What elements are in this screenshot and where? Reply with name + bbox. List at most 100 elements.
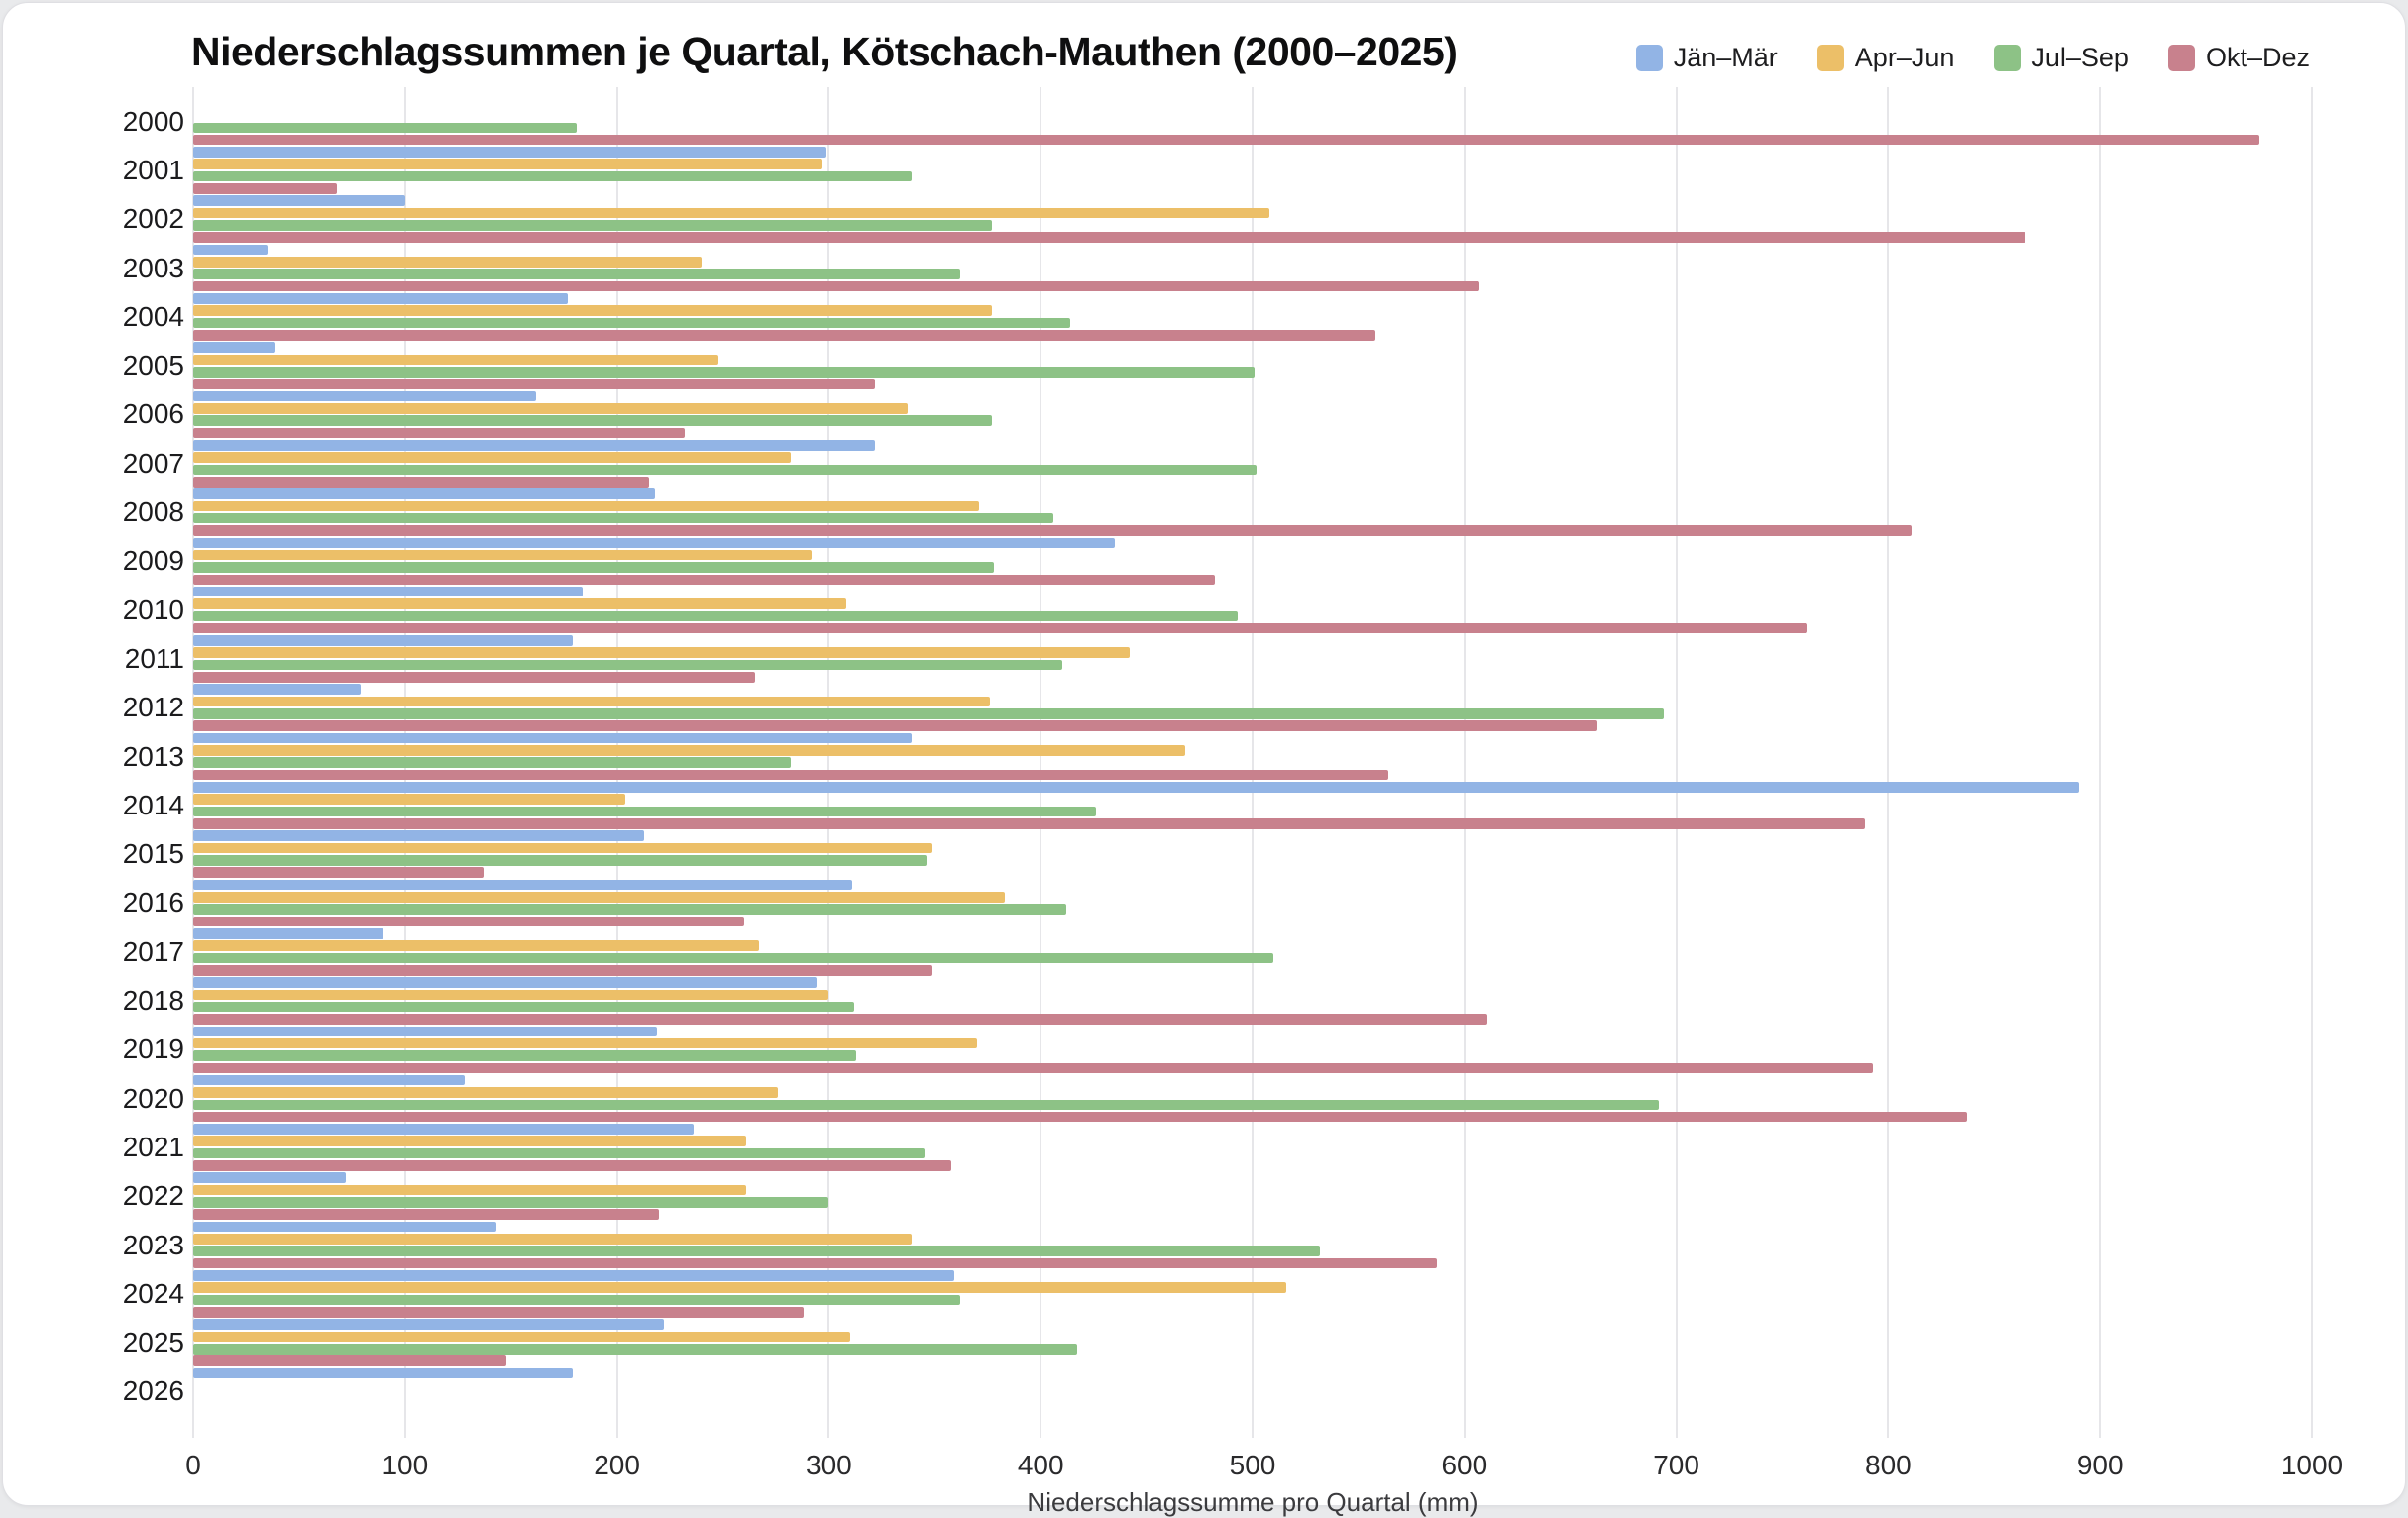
bar-group-2023	[193, 1221, 2312, 1269]
y-axis-label: 2020	[122, 1082, 184, 1114]
bar	[193, 244, 268, 256]
x-axis-tick: 0	[185, 1450, 201, 1480]
bar-group-2005	[193, 342, 2312, 390]
legend-item-apr-jun[interactable]: Apr–Jun	[1816, 43, 1955, 73]
bar	[193, 220, 993, 231]
bar-group-2018	[193, 976, 2312, 1025]
bar	[193, 1282, 1287, 1293]
legend-swatch	[2167, 45, 2195, 71]
bar	[193, 330, 1375, 341]
legend-swatch	[1635, 45, 1663, 71]
x-axis-tick: 800	[1865, 1450, 1912, 1480]
y-axis-label: 2018	[122, 985, 184, 1017]
bar	[193, 659, 1062, 671]
legend-item-okt-dez[interactable]: Okt–Dez	[2167, 43, 2310, 73]
y-axis-label: 2009	[122, 545, 184, 577]
bar	[193, 1124, 694, 1135]
y-axis-label: 2010	[122, 594, 184, 625]
legend-label: Apr–Jun	[1854, 43, 1955, 72]
legend-label: Okt–Dez	[2205, 43, 2310, 72]
bar	[193, 818, 1865, 829]
chart-title: Niederschlagssummen je Quartal, Kötschac…	[191, 29, 1458, 74]
bar-group-2014	[193, 781, 2312, 829]
bar	[193, 610, 1239, 622]
bar	[193, 305, 993, 316]
bar	[193, 1355, 507, 1366]
bar	[193, 402, 908, 414]
x-axis-tick: 500	[1229, 1450, 1276, 1480]
legend-item-jul-sep[interactable]: Jul–Sep	[1994, 43, 2129, 73]
bar-group-2006	[193, 390, 2312, 439]
y-axis-label: 2005	[122, 350, 184, 381]
y-axis-label: 2003	[122, 252, 184, 283]
bar	[193, 1014, 1488, 1025]
bar	[193, 1111, 1967, 1123]
bar	[193, 500, 980, 512]
y-axis-label: 2006	[122, 398, 184, 430]
bar	[193, 134, 2259, 146]
bar-group-2017	[193, 927, 2312, 976]
bar	[193, 488, 656, 499]
bar	[193, 379, 876, 389]
bar	[193, 269, 960, 279]
bar	[193, 1197, 829, 1208]
gridline	[1675, 87, 1678, 1438]
x-axis-tick: 400	[1017, 1450, 1064, 1480]
plot-area	[192, 87, 2313, 1438]
x-axis-tick: 700	[1653, 1450, 1699, 1480]
x-axis-tick: 300	[806, 1450, 852, 1480]
bar	[193, 427, 686, 439]
bar-group-2025	[193, 1319, 2312, 1367]
bar-group-2003	[193, 244, 2312, 292]
bar	[193, 390, 537, 402]
y-axis-label: 2024	[122, 1277, 184, 1309]
bar	[193, 708, 1664, 719]
bar	[193, 842, 933, 854]
bar	[193, 1319, 664, 1330]
bar	[193, 830, 645, 841]
bar-group-2002	[193, 195, 2312, 244]
bar	[193, 476, 649, 488]
bar	[193, 354, 719, 366]
y-axis-label: 2001	[122, 154, 184, 185]
y-axis-label: 2004	[122, 300, 184, 332]
bar-group-2008	[193, 488, 2312, 536]
bar	[193, 1001, 855, 1013]
bar-group-2012	[193, 684, 2312, 732]
y-axis-label: 2017	[122, 935, 184, 967]
bar	[193, 147, 827, 158]
bar	[193, 794, 626, 805]
bar	[193, 1257, 1437, 1269]
x-axis-tick: 100	[382, 1450, 429, 1480]
bar	[193, 170, 912, 182]
bar	[193, 1136, 747, 1147]
bar	[193, 317, 1071, 329]
bar	[193, 439, 876, 451]
bar	[193, 782, 2079, 793]
bar-group-2009	[193, 537, 2312, 586]
bar-group-2024	[193, 1269, 2312, 1318]
bar-group-2022	[193, 1172, 2312, 1221]
bar	[193, 195, 405, 207]
bar	[193, 1234, 912, 1245]
legend-item-j-n-m-r[interactable]: Jän–Mär	[1635, 43, 1778, 73]
bar-group-2007	[193, 439, 2312, 488]
legend: Jän–Mär Apr–Jun Jul–Sep Okt–Dez	[1635, 43, 2310, 73]
bar	[193, 1270, 954, 1281]
bar	[193, 525, 1912, 536]
bar-group-2011	[193, 634, 2312, 683]
gridline	[1463, 87, 1466, 1438]
bar	[193, 940, 759, 951]
bar	[193, 1246, 1321, 1256]
bar	[193, 672, 755, 683]
bar	[193, 1221, 496, 1233]
bar	[193, 732, 912, 744]
bar	[193, 891, 1005, 903]
bar	[193, 635, 573, 646]
bar	[193, 684, 361, 696]
y-axis-label: 2012	[122, 692, 184, 723]
bar	[193, 916, 744, 927]
bar	[193, 512, 1054, 524]
legend-swatch	[1994, 45, 2022, 71]
bar	[193, 280, 1479, 292]
